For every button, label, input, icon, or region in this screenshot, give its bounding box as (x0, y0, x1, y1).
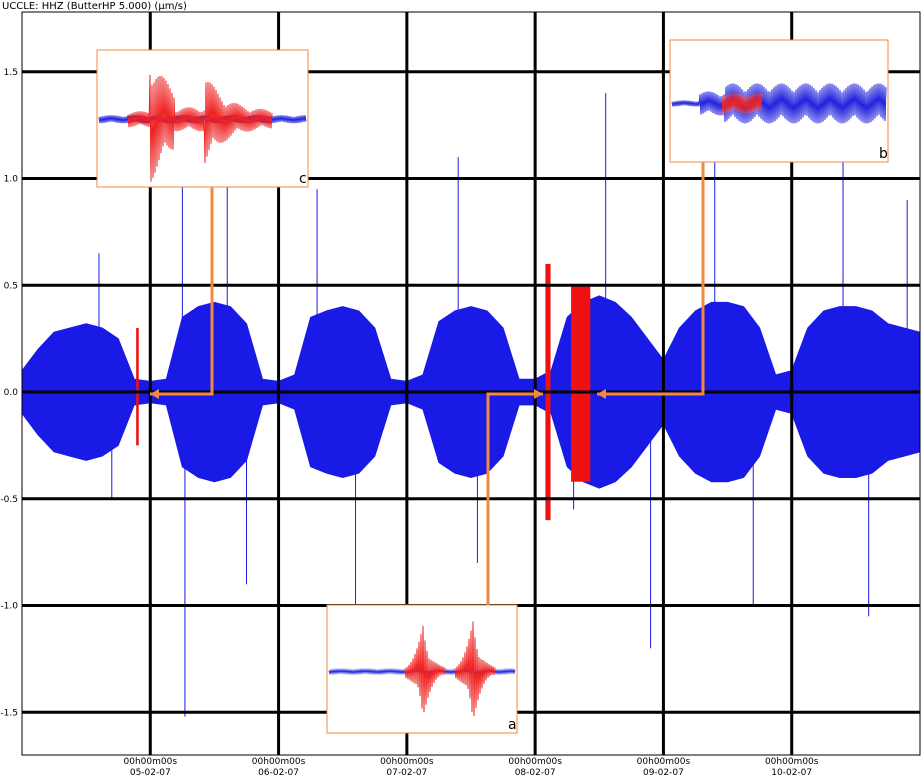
x-tick-time: 00h00m00s (508, 757, 562, 767)
y-tick-label: -1.5 (0, 708, 18, 718)
x-tick-label: 10-02-07 (771, 768, 812, 778)
highlighted-event (571, 285, 591, 482)
connector (150, 187, 214, 396)
x-tick-label: 09-02-07 (643, 768, 684, 778)
x-tick-time: 00h00m00s (124, 757, 178, 767)
inset-waveform (404, 625, 446, 713)
x-tick-time: 00h00m00s (765, 757, 819, 767)
connector-arrow (150, 389, 159, 399)
inset-label: b (879, 146, 888, 162)
x-tick-time: 00h00m00s (380, 757, 434, 767)
x-tick-time: 00h00m00s (252, 757, 306, 767)
connector (597, 162, 705, 396)
inset-waveform (721, 93, 763, 114)
inset-waveform (671, 83, 887, 124)
x-tick-label: 08-02-07 (515, 768, 556, 778)
y-tick-label: -1.0 (0, 602, 18, 612)
x-tick-label: 07-02-07 (386, 768, 427, 778)
connector-arrow (534, 389, 543, 399)
inset-label: c (299, 171, 307, 187)
insets: c b a (96, 39, 889, 734)
x-tick-label: 05-02-07 (130, 768, 171, 778)
y-tick-label: 0.0 (4, 388, 19, 398)
highlighted-event (136, 327, 139, 446)
inset-waveform (454, 621, 496, 717)
connector (486, 392, 543, 605)
y-tick-label: 1.0 (4, 175, 19, 185)
connector-arrow (597, 389, 606, 399)
x-tick-label: 06-02-07 (258, 768, 299, 778)
inset-waveform (127, 74, 273, 182)
y-tick-label: 0.5 (4, 281, 18, 291)
x-tick-time: 00h00m00s (637, 757, 691, 767)
plot-frame (21, 11, 921, 756)
waveform-envelope (21, 295, 921, 393)
chart-title: UCCLE: HHZ (ButterHP 5.000) (µm/s) (2, 1, 187, 12)
y-tick-label: 1.5 (4, 68, 18, 78)
y-tick-label: -0.5 (0, 495, 18, 505)
inset-label: a (508, 717, 517, 733)
